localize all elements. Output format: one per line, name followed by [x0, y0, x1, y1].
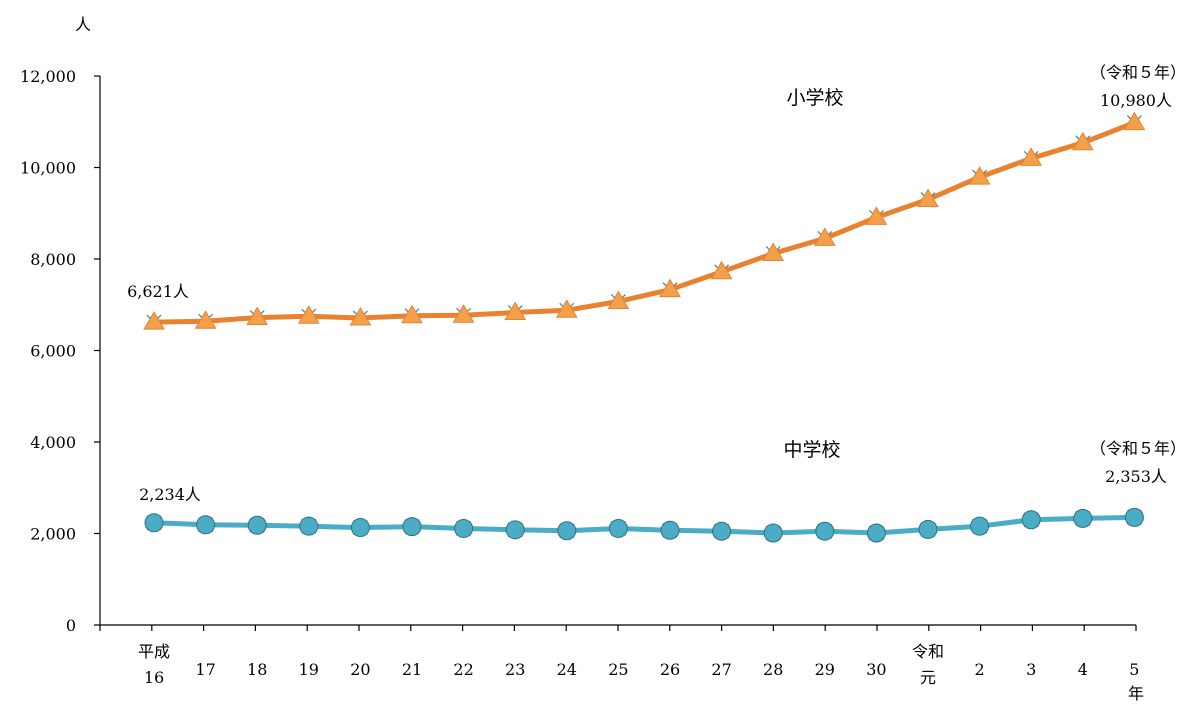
annotation-junior-high-last: 2,353人 [1105, 467, 1167, 486]
y-ticks: 0 2,000 4,000 6,000 8,000 10,000 12,000 [20, 67, 100, 635]
data-point-triangle [401, 304, 423, 324]
data-point-triangle [246, 306, 269, 326]
data-point-circle [247, 515, 267, 535]
data-point-circle [608, 518, 628, 538]
data-point-triangle [710, 260, 733, 280]
x-tick-label: 29 [815, 660, 835, 679]
data-point-triangle [504, 301, 527, 321]
annotation-elementary-first: 6,621人 [127, 282, 189, 301]
x-tick-label: 25 [608, 660, 628, 679]
data-point-triangle [659, 278, 681, 298]
data-point-circle [350, 518, 370, 538]
y-tick-label: 2,000 [30, 525, 76, 544]
y-tick-label: 10,000 [20, 159, 76, 178]
data-point-triangle [555, 299, 578, 318]
data-point-circle [144, 513, 164, 533]
data-point-circle [1124, 507, 1144, 527]
data-point-circle [866, 523, 886, 543]
x-tick-label: 令和元 [912, 642, 944, 687]
x-tick-label: 17 [195, 660, 215, 679]
x-unit-label: 年 [1128, 684, 1144, 703]
data-point-circle [454, 518, 474, 538]
annotation-junior-high-last-era: （令和５年） [1090, 439, 1186, 458]
annotation-elementary-last: 10,980人 [1100, 91, 1172, 110]
data-point-circle [557, 521, 577, 541]
y-tick-label: 0 [66, 616, 76, 635]
x-tick-label: 28 [763, 660, 783, 679]
series-label-junior-high: 中学校 [783, 439, 840, 461]
x-tick-label: 30 [866, 660, 886, 679]
data-point-triangle [1020, 147, 1043, 166]
data-point-circle [712, 521, 732, 541]
data-point-triangle [1123, 111, 1146, 131]
data-point-triangle [1071, 131, 1094, 151]
data-point-circle [918, 519, 938, 539]
series-label-elementary: 小学校 [786, 87, 843, 109]
annotation-junior-high-first: 2,234人 [139, 485, 201, 504]
x-tick-label-line: 元 [920, 668, 936, 687]
data-point-triangle [762, 242, 785, 262]
series-line-0 [153, 120, 1136, 325]
x-tick-label: 20 [350, 660, 370, 679]
y-tick-label: 6,000 [30, 342, 76, 361]
data-point-triangle [143, 311, 165, 330]
data-point-triangle [917, 188, 939, 208]
x-tick-label: 19 [299, 660, 319, 679]
data-point-circle [1021, 510, 1041, 530]
y-unit-label: 人 [75, 15, 91, 34]
x-tick-label: 27 [711, 660, 731, 679]
data-point-circle [505, 520, 525, 540]
y-tick-label: 8,000 [30, 250, 76, 269]
data-point-circle [1073, 508, 1093, 528]
x-tick-label-line: 平成 [138, 642, 170, 661]
y-tick-label: 4,000 [30, 433, 76, 452]
x-tick-label: 3 [1026, 660, 1036, 679]
data-point-triangle [349, 307, 372, 326]
data-point-circle [196, 515, 216, 535]
x-tick-label: 5 [1129, 660, 1139, 679]
x-tick-label-line: 令和 [912, 642, 944, 661]
data-point-triangle [813, 227, 836, 246]
data-point-triangle [194, 310, 217, 329]
data-point-circle [660, 520, 680, 540]
data-point-circle [299, 516, 319, 536]
x-tick-label: 平成 16 [138, 642, 170, 687]
y-tick-label: 12,000 [20, 67, 76, 86]
x-tick-label-line: 16 [144, 668, 164, 687]
x-tick-label: 21 [402, 660, 422, 679]
x-tick-label: 18 [247, 660, 267, 679]
data-point-triangle [452, 304, 475, 323]
x-tick-label: 26 [660, 660, 680, 679]
x-tick-label: 2 [975, 660, 985, 679]
x-tick-label: 24 [557, 660, 577, 679]
data-point-triangle [968, 166, 991, 185]
data-point-circle [763, 523, 783, 543]
annotation-elementary-last-era: （令和５年） [1090, 63, 1186, 82]
x-tick-label: 22 [453, 660, 473, 679]
x-tick-label: 4 [1078, 660, 1088, 679]
x-tick-label: 23 [505, 660, 525, 679]
data-point-triangle [297, 305, 320, 324]
data-point-circle [970, 516, 990, 536]
series-group [143, 111, 1146, 543]
data-point-triangle [865, 206, 888, 225]
data-point-circle [815, 521, 835, 541]
data-point-circle [402, 517, 422, 537]
data-point-triangle [607, 290, 630, 310]
